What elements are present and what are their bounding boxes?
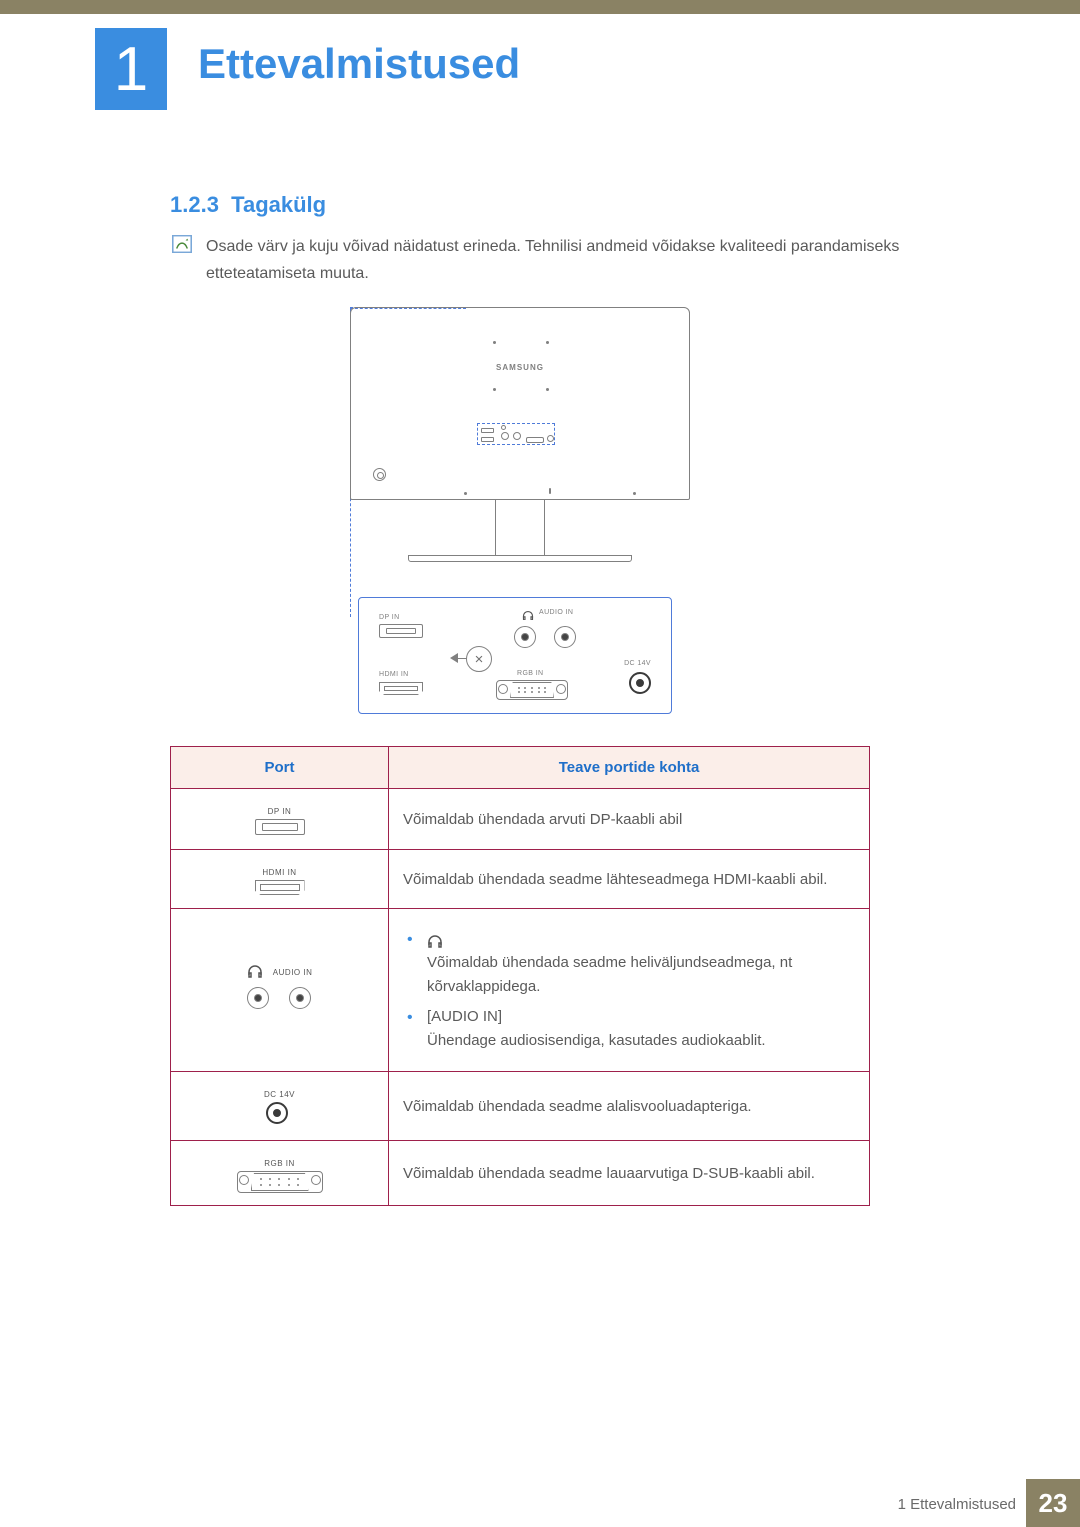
vga-port-icon [237, 1171, 323, 1193]
port-desc: Võimaldab ühendada seadme lauaarvutiga D… [389, 1141, 870, 1206]
monitor-rear-diagram: SAMSUNG DP IN HDMI IN AUDIO IN [350, 307, 690, 715]
note-text: Osade värv ja kuju võivad näidatust erin… [206, 233, 910, 287]
ports-detail-panel: DP IN HDMI IN AUDIO IN × DC 14V RGB IN [358, 597, 672, 714]
table-row: AUDIO IN Võimaldab ühendada seadme heliv… [171, 909, 870, 1072]
port-desc: Võimaldab ühendada seadme alalisvooluada… [389, 1072, 870, 1141]
dc-port-icon [629, 672, 651, 694]
table-header-desc: Teave portide kohta [389, 747, 870, 789]
port-desc: Võimaldab ühendada arvuti DP-kaabli abil [389, 789, 870, 850]
kensington-lock-icon [373, 468, 386, 481]
dc-port-icon [266, 1102, 288, 1124]
chapter-number: 1 [114, 34, 148, 105]
dp-in-label: DP IN [379, 614, 400, 621]
rgb-in-label: RGB IN [517, 670, 544, 677]
table-header-port: Port [171, 747, 389, 789]
port-caption: DP IN [255, 807, 305, 816]
dp-port-icon [255, 819, 305, 835]
note-icon [172, 235, 192, 253]
table-row: HDMI IN Võimaldab ühendada seadme lähtes… [171, 850, 870, 909]
hdmi-port-icon [379, 682, 423, 695]
audio-jack-icon [514, 626, 536, 648]
monitor-stand-base [408, 555, 632, 562]
top-accent-bar [0, 0, 1080, 14]
section-title: Tagakülg [231, 192, 326, 217]
headphone-icon [247, 964, 263, 978]
headphone-icon [522, 607, 534, 619]
audio-line1: Võimaldab ühendada seadme heliväljundsea… [427, 954, 792, 995]
footer-label: 1 Ettevalmistused [898, 1496, 1016, 1513]
mute-cross-icon: × [466, 646, 492, 672]
port-caption: DC 14V [264, 1090, 295, 1099]
audio-in-label: AUDIO IN [539, 609, 573, 616]
dc-14v-label: DC 14V [624, 660, 651, 667]
port-caption: HDMI IN [255, 868, 305, 877]
callout-box [477, 423, 555, 445]
table-row: DP IN Võimaldab ühendada arvuti DP-kaabl… [171, 789, 870, 850]
page-number: 23 [1026, 1479, 1080, 1527]
chapter-badge: 1 [95, 28, 167, 110]
vga-port-icon [496, 680, 568, 700]
audio-line2-title: [AUDIO IN] [427, 1008, 502, 1025]
port-desc: Võimaldab ühendada seadme lähteseadmega … [389, 850, 870, 909]
chapter-title: Ettevalmistused [198, 40, 520, 88]
hdmi-in-label: HDMI IN [379, 671, 409, 678]
brand-label: SAMSUNG [351, 363, 689, 372]
hdmi-port-icon [255, 880, 305, 895]
page-footer: 1 Ettevalmistused 23 [0, 1479, 1080, 1527]
section-heading: 1.2.3 Tagakülg [170, 192, 326, 218]
monitor-stand-neck [495, 500, 545, 555]
port-desc: Võimaldab ühendada seadme heliväljundsea… [389, 909, 870, 1072]
section-number: 1.2.3 [170, 192, 219, 217]
headphone-icon [427, 932, 443, 946]
audio-line2: Ühendage audiosisendiga, kasutades audio… [427, 1032, 766, 1049]
ports-table: Port Teave portide kohta DP IN Võimaldab… [170, 746, 870, 1206]
table-row: DC 14V Võimaldab ühendada seadme alalisv… [171, 1072, 870, 1141]
audio-jack-icon [289, 987, 311, 1009]
audio-jack-icon [554, 626, 576, 648]
port-caption: AUDIO IN [273, 968, 313, 977]
audio-jack-icon [247, 987, 269, 1009]
monitor-frame: SAMSUNG [350, 307, 690, 500]
port-caption: RGB IN [237, 1159, 323, 1168]
table-row: RGB IN Võimaldab ühendada seadme lauaarv… [171, 1141, 870, 1206]
dp-port-icon [379, 624, 423, 638]
